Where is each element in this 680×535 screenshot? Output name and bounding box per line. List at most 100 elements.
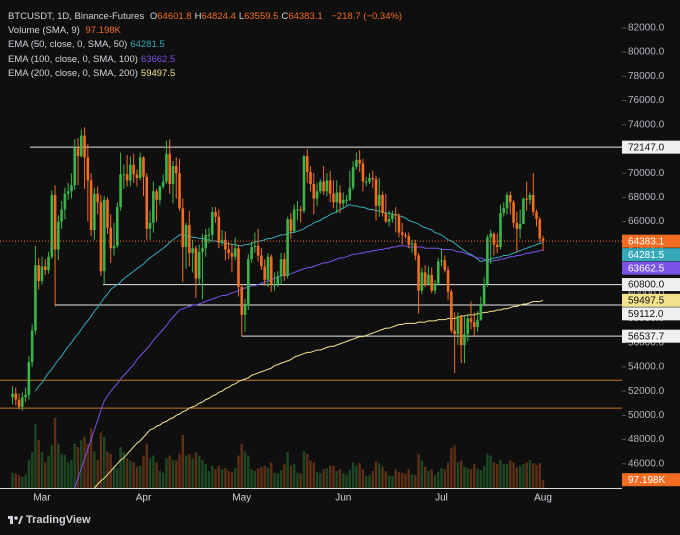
price-tag xyxy=(622,278,680,292)
volume-bar xyxy=(119,447,122,488)
price-tag-label: 59112.0 xyxy=(628,309,664,320)
volume-bar xyxy=(473,464,476,488)
candle-body xyxy=(181,208,185,248)
candle-body xyxy=(116,207,119,246)
candle-body xyxy=(328,180,332,194)
volume-bar xyxy=(315,471,319,488)
candle-body xyxy=(446,270,450,292)
volume-bar xyxy=(66,462,70,488)
candle-body xyxy=(335,192,339,203)
ohlc-prefix: O xyxy=(149,11,158,22)
price-tag-label: 59497.5 xyxy=(628,295,665,306)
volume-bar xyxy=(319,473,322,488)
volume-bar xyxy=(414,475,417,488)
candle-body xyxy=(47,256,50,271)
price-tag xyxy=(622,329,680,343)
volume-bar xyxy=(253,470,257,488)
series-value: 59497.5 xyxy=(140,67,176,79)
candle-body xyxy=(332,193,335,203)
volume-bar xyxy=(345,474,348,488)
volume-bar xyxy=(161,472,165,488)
candle-body xyxy=(325,180,329,192)
candle-body xyxy=(378,194,381,206)
candle-body xyxy=(456,316,460,335)
candle-body xyxy=(83,135,86,158)
volume-bar xyxy=(11,472,14,488)
candle-body xyxy=(351,167,355,188)
volume-bar xyxy=(401,472,404,488)
candle-body xyxy=(368,178,371,182)
candle-body xyxy=(129,164,132,181)
price-tag xyxy=(622,293,680,307)
y-tick-label: 50000.0 xyxy=(628,410,665,421)
volume-bar xyxy=(348,470,352,488)
candle-body xyxy=(122,174,126,176)
price-tag-label: 64383.1 xyxy=(628,236,665,247)
volume-bar xyxy=(355,465,358,488)
volume-bar xyxy=(512,462,515,488)
volume-tag xyxy=(622,473,680,487)
volume-bar xyxy=(299,473,302,488)
volume-bar xyxy=(273,472,276,488)
volume-bar xyxy=(155,462,158,488)
volume-bar xyxy=(34,423,37,488)
candle-body xyxy=(148,222,152,229)
volume-bar xyxy=(496,464,499,488)
volume-bar xyxy=(289,465,293,488)
candle-body xyxy=(495,244,499,248)
volume-bar xyxy=(292,464,296,488)
volume-bar xyxy=(499,459,502,488)
candle-body xyxy=(224,239,227,250)
candle-body xyxy=(322,181,325,192)
series-value: 64281.5 xyxy=(130,39,165,51)
y-tick-label: 70000.0 xyxy=(628,168,665,179)
volume-bar xyxy=(443,469,446,488)
volume-bar xyxy=(266,467,270,488)
volume-bar xyxy=(335,470,338,488)
candle-body xyxy=(486,237,489,285)
volume-bar xyxy=(27,459,31,488)
price-tag-label: 64281.5 xyxy=(628,250,665,261)
volume-bar xyxy=(371,470,374,488)
candle-body xyxy=(479,303,483,320)
candle-body xyxy=(17,399,21,407)
volume-bar xyxy=(361,469,365,488)
candle-body xyxy=(420,272,424,291)
volume-bar xyxy=(378,463,381,488)
candle-body xyxy=(263,266,266,280)
volume-bar xyxy=(440,468,443,488)
footer: TradingView xyxy=(26,514,91,526)
volume-bar xyxy=(60,453,63,488)
volume-bar xyxy=(433,475,437,488)
candle-body xyxy=(161,181,165,187)
volume-bar xyxy=(93,451,96,488)
candle-body xyxy=(348,187,352,200)
volume-bar xyxy=(270,462,273,488)
price-tag xyxy=(622,234,680,248)
volume-bar xyxy=(384,470,388,488)
volume-bar xyxy=(106,451,109,488)
candle-body xyxy=(541,238,545,242)
volume-bar xyxy=(178,453,181,488)
volume-bar xyxy=(410,474,414,488)
volume-bar xyxy=(214,469,217,488)
candle-body xyxy=(174,165,178,174)
candle-body xyxy=(364,181,368,183)
ohlc-prefix: H xyxy=(194,11,202,22)
price-tag-label: 63662.5 xyxy=(628,263,665,274)
volume-bar xyxy=(122,452,126,488)
volume-bar xyxy=(139,465,142,488)
volume-bar xyxy=(103,436,106,488)
volume-bar xyxy=(391,476,394,488)
candle-body xyxy=(423,272,427,285)
volume-bar xyxy=(397,471,401,488)
volume-bar xyxy=(217,465,221,488)
volume-bar xyxy=(420,460,424,488)
volume-bar xyxy=(197,455,201,488)
candle-body xyxy=(30,330,34,363)
candle-body xyxy=(450,291,453,331)
volume-value: 97.198K xyxy=(85,25,121,37)
volume-bar xyxy=(525,462,528,488)
volume-bar xyxy=(332,465,335,488)
candle-body xyxy=(194,248,198,279)
